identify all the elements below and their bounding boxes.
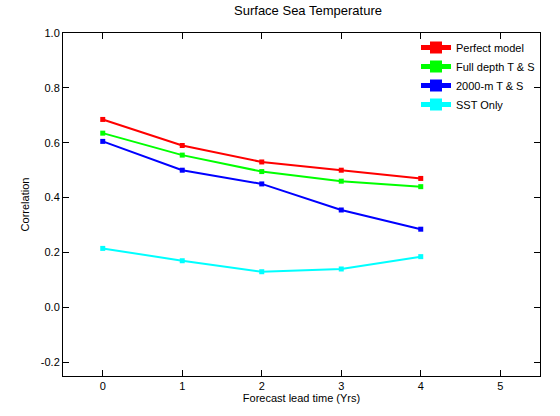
svg-text:1.0: 1.0 xyxy=(45,27,60,39)
svg-text:4: 4 xyxy=(418,380,424,392)
svg-text:0.6: 0.6 xyxy=(45,137,60,149)
svg-text:5: 5 xyxy=(497,380,503,392)
svg-text:0.0: 0.0 xyxy=(45,301,60,313)
svg-text:3: 3 xyxy=(338,380,344,392)
svg-text:Surface Sea Temperature: Surface Sea Temperature xyxy=(234,3,382,18)
svg-text:Forecast lead time (Yrs): Forecast lead time (Yrs) xyxy=(243,392,360,404)
svg-text:0: 0 xyxy=(100,380,106,392)
svg-text:2000-m T & S: 2000-m T & S xyxy=(456,80,523,92)
svg-text:0.2: 0.2 xyxy=(45,246,60,258)
svg-text:SST Only: SST Only xyxy=(456,99,503,111)
svg-text:0.4: 0.4 xyxy=(45,191,60,203)
svg-text:Correlation: Correlation xyxy=(19,178,31,232)
svg-text:1: 1 xyxy=(179,380,185,392)
svg-text:0.8: 0.8 xyxy=(45,82,60,94)
svg-text:-0.2: -0.2 xyxy=(41,356,60,368)
svg-text:2: 2 xyxy=(259,380,265,392)
svg-text:Perfect model: Perfect model xyxy=(456,42,524,54)
svg-text:Full depth T & S: Full depth T & S xyxy=(456,61,534,73)
